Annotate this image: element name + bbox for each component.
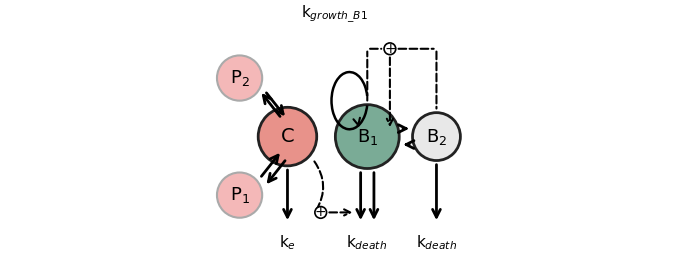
FancyArrowPatch shape <box>284 170 291 217</box>
Circle shape <box>258 107 317 166</box>
FancyArrowPatch shape <box>264 95 280 117</box>
Text: B$_1$: B$_1$ <box>356 127 378 147</box>
Circle shape <box>336 105 399 169</box>
Text: P$_2$: P$_2$ <box>230 68 249 88</box>
Circle shape <box>217 56 262 101</box>
Text: k$_{growth\_B1}$: k$_{growth\_B1}$ <box>300 4 367 25</box>
Text: +: + <box>384 42 396 56</box>
Circle shape <box>412 113 460 160</box>
Text: k$_e$: k$_e$ <box>279 234 296 252</box>
FancyArrowPatch shape <box>262 155 278 176</box>
Text: k$_{death}$: k$_{death}$ <box>416 234 457 252</box>
FancyArrowPatch shape <box>266 93 283 114</box>
FancyArrowPatch shape <box>268 161 285 182</box>
FancyArrowPatch shape <box>399 125 406 133</box>
FancyArrowPatch shape <box>329 209 350 215</box>
Circle shape <box>315 207 327 218</box>
Text: +: + <box>315 205 327 220</box>
FancyArrowPatch shape <box>370 173 378 217</box>
Circle shape <box>384 43 396 55</box>
FancyArrowPatch shape <box>387 57 393 125</box>
Text: P$_1$: P$_1$ <box>230 185 250 205</box>
Circle shape <box>217 173 262 218</box>
Text: k$_{death}$: k$_{death}$ <box>346 234 388 252</box>
FancyArrowPatch shape <box>406 141 414 149</box>
Text: C: C <box>281 127 294 146</box>
Text: B$_2$: B$_2$ <box>426 127 447 147</box>
FancyArrowPatch shape <box>432 164 440 217</box>
FancyArrowPatch shape <box>357 173 365 217</box>
